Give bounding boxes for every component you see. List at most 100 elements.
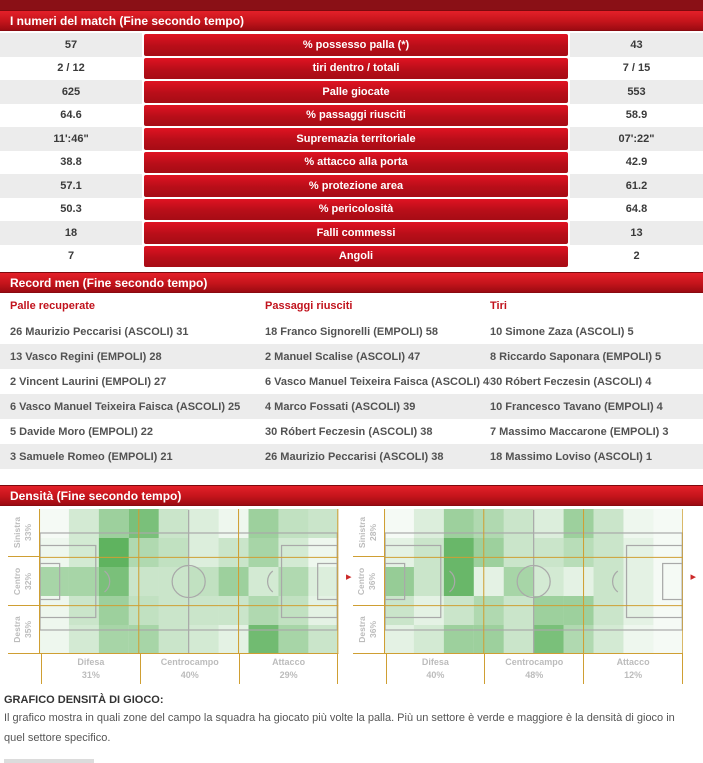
heat-cell xyxy=(128,538,159,567)
away-value: 553 xyxy=(570,80,703,104)
heat-cell xyxy=(383,538,414,567)
stat-row: 57% possesso palla (*) 43 xyxy=(0,33,703,57)
stat-row: 2 / 12 tiri dentro / totali 7 / 15 xyxy=(0,56,703,80)
heat-cell xyxy=(248,567,279,596)
home-value: 11':46" xyxy=(0,127,142,151)
away-value: 64.8 xyxy=(570,197,703,221)
row-sector-label: Sinistra 28% xyxy=(357,517,380,548)
stat-label-bar: Falli commessi xyxy=(144,222,568,244)
heat-cell xyxy=(653,625,683,654)
density-legend: GRAFICO DENSITÀ DI GIOCO: Il grafico mos… xyxy=(0,692,703,763)
row-sector-label: Centro 36% xyxy=(357,567,380,594)
sector-name: Destra xyxy=(12,616,23,643)
row-sector-label: Destra 36% xyxy=(357,616,380,642)
heat-cell xyxy=(563,596,594,625)
heat-cell xyxy=(533,625,564,654)
record-entry: 5 Davide Moro (EMPOLI) 22 xyxy=(10,425,154,438)
stat-label-bar: tiri dentro / totali xyxy=(144,57,568,79)
heat-cell xyxy=(413,567,444,596)
heat-cell xyxy=(593,596,624,625)
record-column-header: Tiri xyxy=(490,300,507,312)
home-value: 18 xyxy=(0,221,142,245)
heat-cell xyxy=(503,625,534,654)
stat-row: 11':46" Supremazia territoriale 07':22" xyxy=(0,127,703,151)
record-column-header: Palle recuperate xyxy=(10,300,95,312)
heat-cell xyxy=(188,509,219,538)
heat-cell xyxy=(278,509,309,538)
sector-grid-lines xyxy=(39,509,339,654)
record-entry: 7 Massimo Maccarone (EMPOLI) 3 xyxy=(490,425,669,438)
heat-cell xyxy=(653,596,683,625)
heat-cell xyxy=(278,596,309,625)
heat-cell xyxy=(653,538,683,567)
heat-cell xyxy=(623,567,654,596)
heat-cell xyxy=(308,625,339,654)
heat-cell xyxy=(188,596,219,625)
heat-cell xyxy=(248,596,279,625)
pitch-row-labels: Sinistra 33% Centro 32% Destra 35% xyxy=(8,509,40,654)
heat-cell xyxy=(278,538,309,567)
stat-label-bar: Palle giocate xyxy=(144,81,568,103)
heat-cell xyxy=(99,596,129,625)
record-entry: 18 Massimo Loviso (ASCOLI) 1 xyxy=(490,450,652,463)
heat-cell xyxy=(158,596,189,625)
record-entry: 6 Vasco Manuel Teixeira Faisca (ASCOLI) … xyxy=(10,400,241,413)
record-entry: 4 Marco Fossati (ASCOLI) 39 xyxy=(265,400,416,413)
heat-cell xyxy=(39,596,70,625)
stat-row: 64.6% passaggi riusciti 58.9 xyxy=(0,103,703,127)
record-row: 13 Vasco Regini (EMPOLI) 28 2 Manuel Scal… xyxy=(0,344,703,369)
record-entry: 18 Franco Signorelli (EMPOLI) 58 xyxy=(265,325,438,338)
heat-cell xyxy=(623,538,654,567)
row-sector-cell: Destra 35% xyxy=(8,606,40,654)
row-sector-label: Destra 35% xyxy=(12,616,35,642)
away-value: 2 xyxy=(570,244,703,268)
match-numbers-table: 57% possesso palla (*) 43 2 / 12 tiri dentr… xyxy=(0,33,703,268)
home-value: 57.1 xyxy=(0,174,142,198)
row-sector-label: Centro 32% xyxy=(12,567,35,594)
away-value: 7 / 15 xyxy=(570,56,703,80)
heat-cell xyxy=(413,596,444,625)
away-value: 58.9 xyxy=(570,103,703,127)
heat-cell xyxy=(278,625,309,654)
stat-bar-wrap: Palle giocate xyxy=(142,80,570,104)
stat-bar-wrap: Angoli xyxy=(142,244,570,268)
sector-pct: 48% xyxy=(525,670,544,680)
density-heatmap-1 xyxy=(39,509,339,654)
home-value: 38.8 xyxy=(0,150,142,174)
heat-cell xyxy=(308,596,339,625)
heat-cell xyxy=(443,509,474,538)
record-entry: 2 Manuel Scalise (ASCOLI) 47 xyxy=(265,350,421,363)
row-sector-cell: Sinistra 28% xyxy=(352,509,384,558)
sector-name: Sinistra xyxy=(12,517,23,549)
attack-direction-icon: ▸ xyxy=(345,571,352,583)
sector-pct: 31% xyxy=(81,670,100,680)
stat-row: 57.1% protezione area 61.2 xyxy=(0,174,703,198)
heat-cell xyxy=(248,625,279,654)
heat-cell xyxy=(128,509,159,538)
record-men-rows: 26 Maurizio Peccarisi (ASCOLI) 31 18 Fran… xyxy=(0,319,703,469)
home-value: 2 / 12 xyxy=(0,56,142,80)
heat-cell xyxy=(218,596,249,625)
record-row: 6 Vasco Manuel Teixeira Faisca (ASCOLI) … xyxy=(0,394,703,419)
col-sector-cell: Difesa 40% xyxy=(385,654,485,684)
row-sector-cell: Sinistra 33% xyxy=(8,509,40,558)
stat-bar-wrap: tiri dentro / totali xyxy=(142,56,570,80)
heat-cell xyxy=(188,567,219,596)
away-value: 42.9 xyxy=(570,150,703,174)
home-value: 64.6 xyxy=(0,103,142,127)
record-entry: 6 Vasco Manuel Teixeira Faisca (ASCOLI) … xyxy=(265,375,490,388)
heat-cell xyxy=(308,567,339,596)
heat-cell xyxy=(443,596,474,625)
sector-pct: 33% xyxy=(23,524,34,542)
pitch-block-2: Sinistra 28% Centro 36% Destra 36% ▸ Difesa 40… xyxy=(352,509,696,684)
heat-cell xyxy=(158,567,189,596)
sector-pct: 40% xyxy=(180,670,199,680)
scrollbar-thumb[interactable] xyxy=(4,758,94,763)
sector-name: Attacco xyxy=(272,656,306,667)
sector-pct: 29% xyxy=(279,670,298,680)
pitch-main: Sinistra 33% Centro 32% Destra 35% ▸ xyxy=(8,509,352,654)
heat-cell xyxy=(99,538,129,567)
heat-cell xyxy=(308,538,339,567)
stat-row: 50.3% pericolosità 64.8 xyxy=(0,197,703,221)
